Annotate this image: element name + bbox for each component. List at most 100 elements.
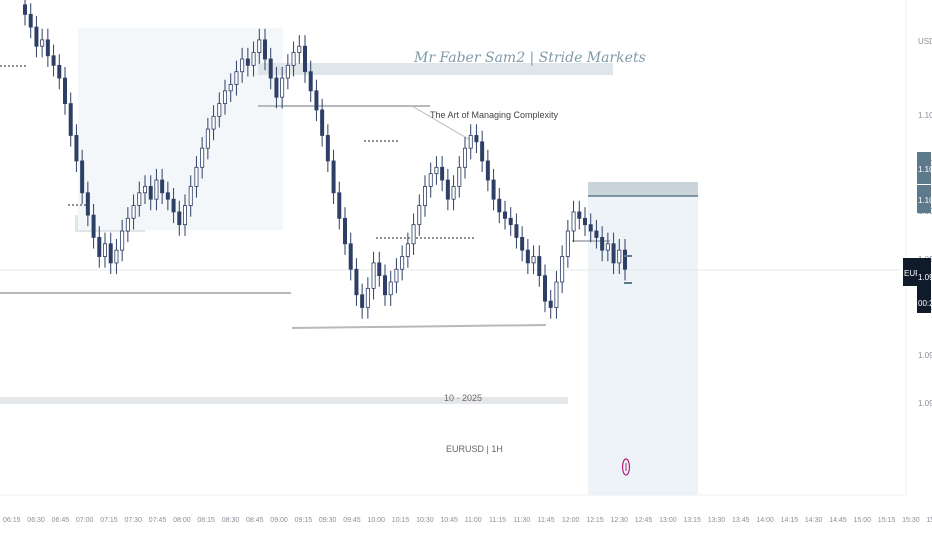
candle-body [571, 211, 576, 232]
candle-body [474, 135, 479, 143]
candle-body [365, 287, 370, 308]
upper-tag-1: 1.1016 [918, 165, 932, 174]
time-tick-label: 07:15 [100, 517, 118, 524]
candle-series [22, 0, 628, 319]
time-tick-label: 11:45 [538, 517, 555, 524]
target-marker-1 [624, 255, 632, 257]
candle-body [537, 256, 542, 277]
time-tick-label: 09:15 [295, 517, 313, 524]
candle-body [40, 39, 45, 47]
candle-body [445, 179, 450, 200]
target-marker-2 [624, 282, 632, 284]
candle-body [308, 71, 313, 92]
time-tick-label: 15:00 [854, 517, 872, 524]
candle-body [371, 262, 376, 289]
candle-body [137, 192, 142, 206]
current-price-tag-bg [917, 258, 931, 313]
candle-body [280, 77, 285, 98]
candle-body [411, 224, 416, 245]
time-tick-label: 06:45 [52, 517, 70, 524]
candle-body [45, 39, 50, 57]
candle-body [554, 281, 559, 308]
current-price-tag: 1.0993 [918, 273, 932, 282]
time-tick-label: 10:45 [440, 517, 458, 524]
time-tick-label: 12:00 [562, 517, 580, 524]
candle-body [182, 205, 187, 226]
candle-body [337, 192, 342, 219]
candle-body [514, 224, 519, 238]
candle-body [125, 217, 130, 232]
candle-body [428, 173, 433, 187]
time-tick-label: 07:00 [76, 517, 94, 524]
candle-body [565, 230, 570, 257]
candle-body [611, 243, 616, 264]
time-tick-label: 14:30 [805, 517, 823, 524]
date-label: 10 · 2025 [444, 393, 482, 403]
candle-body [588, 224, 593, 232]
time-tick-label: 14:45 [829, 517, 847, 524]
time-tick-label: 06:30 [27, 517, 45, 524]
candle-body [22, 4, 27, 15]
time-axis[interactable]: 06:15 06:30 06:45 07:00 07:15 07:30 07:45 08:00… [3, 517, 932, 524]
time-tick-label: 11:00 [465, 517, 482, 524]
time-tick-label: 07:30 [125, 517, 143, 524]
candle-body [583, 217, 588, 226]
countdown-tag: 00:22 [918, 299, 932, 308]
candle-body [543, 275, 548, 302]
price-tick-label: 1.0930 [918, 399, 932, 408]
date-band [0, 397, 568, 404]
candle-body [617, 249, 622, 264]
candle-body [422, 186, 427, 206]
candle-body [85, 192, 90, 216]
candle-body [245, 58, 250, 66]
candle-body [468, 135, 473, 149]
candle-body [405, 243, 410, 257]
time-tick-label: 09:45 [343, 517, 361, 524]
candle-body [605, 243, 610, 251]
candle-body [108, 243, 113, 264]
currency-label: USD [918, 37, 932, 46]
candle-body [171, 198, 176, 213]
time-tick-label: 08:30 [222, 517, 240, 524]
time-tick-label: 10:00 [368, 517, 386, 524]
time-tick-label: 08:45 [246, 517, 264, 524]
upper-tag-2: 1.1008 [918, 196, 932, 205]
time-tick-label: 13:15 [683, 517, 701, 524]
candle-body [400, 256, 405, 270]
candle-body [91, 214, 96, 238]
time-tick-label: 09:00 [270, 517, 288, 524]
candle-body [257, 39, 262, 54]
candle-body [525, 249, 530, 264]
time-tick-label: 11:15 [489, 517, 506, 524]
candle-body [131, 205, 136, 219]
candle-body [194, 166, 199, 187]
time-tick-label: 07:45 [149, 517, 167, 524]
event-marker-icon[interactable] [621, 458, 631, 476]
candle-body [63, 77, 68, 104]
candle-body [234, 71, 239, 85]
candle-body [394, 268, 399, 283]
candle-body [548, 300, 553, 308]
candle-body [28, 13, 33, 28]
level-line-bottom [291, 324, 547, 329]
candle-body [154, 179, 159, 200]
time-tick-label: 09:30 [319, 517, 337, 524]
upper-tag-1-bg [917, 152, 931, 184]
candle-body [600, 237, 605, 251]
candle-body [262, 39, 267, 60]
candle-body [188, 186, 193, 206]
supply-zone-right [588, 182, 698, 196]
candle-body [297, 45, 302, 54]
candle-body [34, 26, 39, 47]
candle-body [228, 84, 233, 92]
time-tick-label: 12:45 [635, 517, 653, 524]
time-tick-label: 10:30 [416, 517, 434, 524]
time-tick-label: 14:15 [781, 517, 799, 524]
candle-body [200, 147, 205, 168]
candle-body [74, 135, 79, 162]
price-tick-label: 1.1050 [918, 111, 932, 120]
candle-body [314, 90, 319, 111]
candle-body [440, 166, 445, 181]
candle-body [560, 256, 565, 283]
